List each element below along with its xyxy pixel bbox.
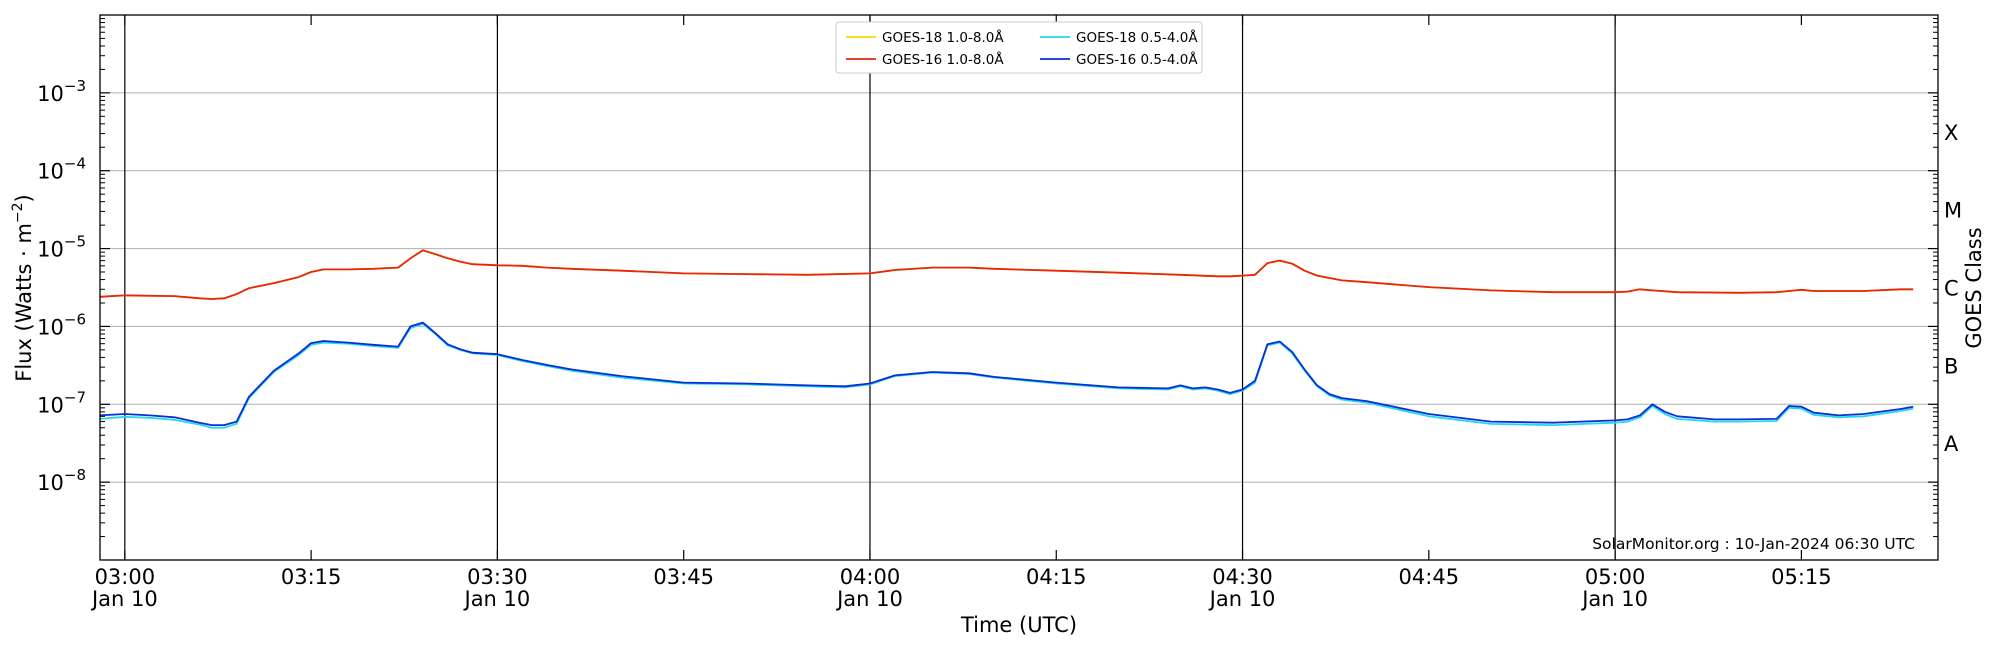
y-tick-label: 10−3 (37, 77, 86, 106)
x-tick-date-label: Jan 10 (835, 587, 903, 611)
series-lines (100, 249, 1914, 429)
x-tick-date-label: Jan 10 (1208, 587, 1276, 611)
legend-box (835, 21, 1203, 74)
x-tick-label: 04:45 (1399, 565, 1460, 589)
x-tick-label: 04:00 (840, 565, 901, 589)
goes-class-axis-label: GOES Class (1962, 227, 1986, 348)
x-tick-label: 03:15 (281, 565, 342, 589)
plot-background (100, 15, 1938, 560)
x-tick-date-label: Jan 10 (90, 587, 158, 611)
credit-text: SolarMonitor.org : 10-Jan-2024 06:30 UTC (1592, 535, 1915, 553)
grid-lines (100, 92, 1938, 483)
y-tick-label: 10−5 (37, 233, 86, 262)
x-tick-label: 03:30 (467, 565, 528, 589)
x-tick-date-label: Jan 10 (463, 587, 531, 611)
y-tick-label: 10−7 (37, 388, 86, 417)
goes-class-x: X (1944, 121, 1958, 145)
x-tick-label: 05:00 (1585, 565, 1646, 589)
series-line-3 (100, 321, 1914, 427)
y-axis-ticks: 10−8 10−7 10−6 10−5 10−4 10−3 (37, 18, 1938, 538)
goes-class-c: C (1944, 277, 1959, 301)
y-tick-label: 10−4 (37, 155, 86, 184)
goes-class-a: A (1944, 432, 1959, 456)
goes-class-labels: A B C M X (1944, 121, 1962, 456)
x-tick-label: 04:15 (1026, 565, 1087, 589)
x-tick-label: 05:15 (1771, 565, 1832, 589)
y-tick-label: 10−6 (37, 310, 86, 339)
x-axis-label: Time (UTC) (960, 613, 1077, 637)
goes-class-b: B (1944, 354, 1958, 378)
x-tick-label: 03:00 (95, 565, 156, 589)
y-tick-label: 10−8 (37, 466, 86, 495)
major-time-lines (124, 15, 1616, 560)
series-line-1 (100, 249, 1914, 300)
legend-label-2: GOES-18 0.5-4.0Å (1076, 29, 1198, 46)
legend-label-0: GOES-18 1.0-8.0Å (882, 29, 1004, 46)
x-tick-date-label: Jan 10 (1580, 587, 1648, 611)
y-axis-label: Flux (Watts · m−2) (10, 194, 36, 382)
plot-frame (99, 14, 1939, 561)
legend-label-1: GOES-16 1.0-8.0Å (882, 51, 1004, 68)
goes-class-m: M (1944, 199, 1962, 223)
x-tick-label: 04:30 (1212, 565, 1273, 589)
legend: GOES-18 1.0-8.0Å GOES-16 1.0-8.0Å GOES-18 … (835, 21, 1203, 74)
legend-label-3: GOES-16 0.5-4.0Å (1076, 51, 1198, 68)
x-tick-label: 03:45 (653, 565, 714, 589)
